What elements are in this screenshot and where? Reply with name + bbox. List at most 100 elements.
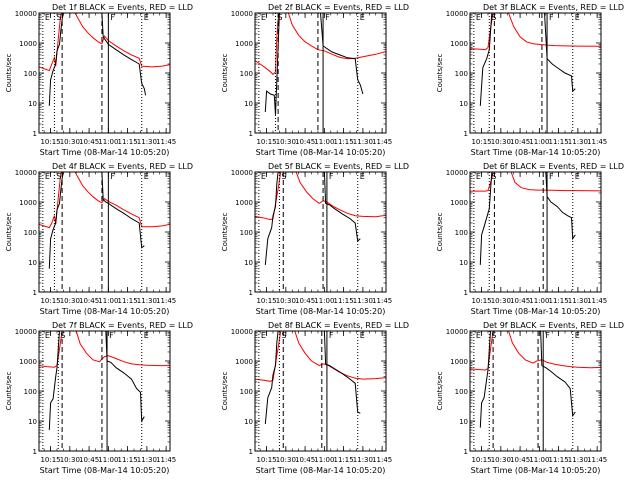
series-line-black [264, 331, 361, 424]
x-tick-label: 11:00 [314, 138, 334, 146]
marker-label: E [360, 331, 365, 340]
y-tick-label: 100 [455, 229, 468, 237]
chart-panel-3: Det 3f BLACK = Events, RED = LLD Counts/s… [436, 3, 624, 157]
chart-panel-2: Det 2f BLACK = Events, RED = LLD Counts/s… [221, 3, 409, 157]
marker-label: F [110, 172, 115, 181]
chart-title: Det 4f BLACK = Events, RED = LLD [52, 162, 193, 171]
y-tick-label: 1 [249, 448, 253, 456]
y-tick-label: 1000 [450, 40, 468, 48]
x-tick-label: 10:45 [295, 297, 315, 305]
y-tick-label: 1 [249, 289, 253, 297]
marker-label: S [56, 13, 61, 22]
y-tick-label: 100 [24, 388, 37, 396]
x-axis-label: Start Time (08-Mar-14 10:05:20) [256, 307, 386, 316]
marker-label: E [476, 172, 481, 181]
y-axis-label: Counts/sec [221, 54, 229, 93]
y-tick-label: 10000 [446, 169, 468, 177]
x-tick-label: 11:15 [334, 297, 354, 305]
x-tick-label: 11:45 [372, 297, 392, 305]
x-tick-label: 11:00 [529, 297, 549, 305]
marker-label: F [110, 13, 115, 22]
chart-panel-6: Det 6f BLACK = Events, RED = LLD Counts/s… [436, 162, 624, 316]
x-tick-label: 11:15 [334, 138, 354, 146]
marker-label: E [261, 13, 266, 22]
x-tick-label: 11:45 [587, 138, 607, 146]
x-axis-label: Start Time (08-Mar-14 10:05:20) [256, 466, 386, 475]
x-tick-label: 10:15 [256, 456, 276, 464]
x-tick-label: 11:15 [549, 456, 569, 464]
y-tick-label: 10 [244, 259, 253, 267]
plot-frame [38, 171, 171, 293]
x-axis-label: Start Time (08-Mar-14 10:05:20) [471, 148, 601, 157]
chart-title: Det 7f BLACK = Events, RED = LLD [52, 321, 193, 330]
x-tick-label: 11:30 [137, 456, 157, 464]
y-tick-label: 10 [459, 418, 468, 426]
y-tick-label: 100 [455, 388, 468, 396]
x-tick-label: 11:00 [98, 138, 118, 146]
y-tick-label: 1 [33, 289, 37, 297]
y-tick-label: 10 [28, 418, 37, 426]
x-axis-label: Start Time (08-Mar-14 10:05:20) [40, 307, 170, 316]
marker-label: E [261, 331, 266, 340]
y-tick-label: 10 [459, 259, 468, 267]
y-axis-label: Counts/sec [436, 213, 444, 252]
x-tick-label: 11:00 [98, 297, 118, 305]
plot-frame [469, 171, 602, 293]
series-line-red [470, 172, 601, 192]
x-axis-label: Start Time (08-Mar-14 10:05:20) [40, 466, 170, 475]
x-tick-label: 10:45 [79, 138, 99, 146]
x-tick-label: 11:45 [156, 456, 176, 464]
chart-title: Det 6f BLACK = Events, RED = LLD [483, 162, 624, 171]
marker-label: S [56, 172, 61, 181]
x-tick-label: 11:30 [568, 456, 588, 464]
y-tick-label: 10000 [231, 328, 253, 336]
x-tick-label: 10:45 [295, 456, 315, 464]
marker-label: E [45, 13, 50, 22]
marker-label: F [329, 172, 334, 181]
y-axis-label: Counts/sec [221, 372, 229, 411]
marker-label: E [45, 331, 50, 340]
y-tick-label: 1 [249, 130, 253, 138]
marker-label: E [476, 13, 481, 22]
y-tick-label: 1000 [19, 358, 37, 366]
x-tick-label: 11:30 [353, 297, 373, 305]
y-tick-label: 1 [464, 130, 468, 138]
x-tick-label: 10:15 [40, 138, 60, 146]
marker-label: S [281, 331, 286, 340]
marker-label: F [109, 331, 114, 340]
chart-panel-5: Det 5f BLACK = Events, RED = LLD Counts/s… [221, 162, 409, 316]
x-axis-label: Start Time (08-Mar-14 10:05:20) [471, 307, 601, 316]
y-tick-label: 1000 [450, 199, 468, 207]
chart-title: Det 9f BLACK = Events, RED = LLD [483, 321, 624, 330]
x-tick-label: 11:30 [568, 297, 588, 305]
x-tick-label: 10:30 [60, 456, 80, 464]
series-line-black [479, 13, 576, 106]
plot-frame [469, 12, 602, 134]
marker-label: S [491, 331, 496, 340]
marker-label: E [575, 331, 580, 340]
chart-title: Det 3f BLACK = Events, RED = LLD [483, 3, 624, 12]
x-tick-label: 11:00 [529, 456, 549, 464]
x-tick-label: 10:15 [471, 138, 491, 146]
x-tick-label: 11:00 [314, 297, 334, 305]
series-line-black [479, 172, 576, 265]
marker-label: S [278, 13, 283, 22]
y-tick-label: 1000 [450, 358, 468, 366]
y-tick-label: 1000 [19, 40, 37, 48]
x-tick-label: 10:15 [471, 456, 491, 464]
x-tick-label: 10:30 [60, 297, 80, 305]
y-tick-label: 10 [28, 259, 37, 267]
marker-label: S [281, 172, 286, 181]
y-tick-label: 10000 [231, 169, 253, 177]
marker-label: E [476, 331, 481, 340]
y-axis-label: Counts/sec [5, 54, 13, 93]
marker-label: S [60, 331, 65, 340]
series-line-black [264, 172, 361, 265]
x-tick-label: 11:30 [137, 297, 157, 305]
y-tick-label: 100 [455, 70, 468, 78]
x-tick-label: 10:15 [471, 297, 491, 305]
x-tick-label: 10:30 [491, 456, 511, 464]
y-tick-label: 1000 [235, 199, 253, 207]
series-line-red [470, 13, 601, 51]
